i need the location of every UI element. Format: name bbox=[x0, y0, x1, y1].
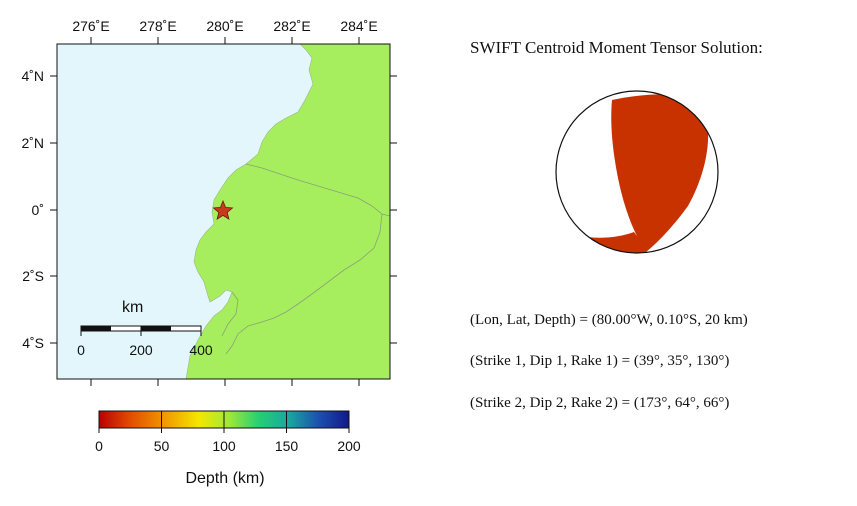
lon-label: 280˚E bbox=[206, 18, 243, 34]
colorbar-label: Depth (km) bbox=[185, 470, 265, 487]
scale-label: 200 bbox=[129, 342, 153, 358]
lon-label: 284˚E bbox=[340, 18, 377, 34]
location-params: (Lon, Lat, Depth) = (80.00°W, 0.10°S, 20… bbox=[470, 312, 748, 328]
scale-bar-title: km bbox=[122, 299, 144, 316]
compressional-quadrant bbox=[611, 94, 709, 252]
lat-label: 0˚ bbox=[32, 202, 44, 218]
map-area bbox=[57, 44, 390, 379]
scale-label: 400 bbox=[189, 342, 213, 358]
top-axis bbox=[90, 37, 360, 386]
border-line bbox=[221, 291, 239, 337]
border-line bbox=[245, 163, 390, 217]
lat-label: 4˚S bbox=[22, 335, 44, 351]
star-icon bbox=[212, 199, 234, 220]
colorbar-tick-label: 0 bbox=[95, 438, 103, 454]
lon-label: 278˚E bbox=[139, 18, 176, 34]
colorbar-tick-label: 100 bbox=[212, 438, 236, 454]
colorbar-tick-label: 200 bbox=[337, 438, 361, 454]
beachball bbox=[555, 90, 719, 254]
nodal-plane-2: (Strike 2, Dip 2, Rake 2) = (173°, 64°, … bbox=[470, 395, 730, 411]
lon-label: 282˚E bbox=[273, 18, 310, 34]
lon-label: 276˚E bbox=[72, 18, 109, 34]
border-line bbox=[225, 213, 383, 355]
left-axis bbox=[50, 75, 397, 344]
lat-label: 2˚S bbox=[22, 268, 44, 284]
land-south-america bbox=[185, 44, 390, 379]
lat-label: 4˚N bbox=[21, 68, 44, 84]
lat-label: 2˚N bbox=[21, 135, 44, 151]
nodal-plane-1: (Strike 1, Dip 1, Rake 1) = (39°, 35°, 1… bbox=[470, 353, 730, 369]
scale-label: 0 bbox=[77, 342, 85, 358]
colorbar-tick-label: 50 bbox=[154, 438, 170, 454]
cmt-title: SWIFT Centroid Moment Tensor Solution: bbox=[470, 38, 763, 57]
map-frame bbox=[56, 43, 391, 380]
colorbar-ticks bbox=[98, 411, 350, 433]
colorbar-tick-label: 150 bbox=[275, 438, 299, 454]
scale-bar bbox=[80, 325, 202, 336]
